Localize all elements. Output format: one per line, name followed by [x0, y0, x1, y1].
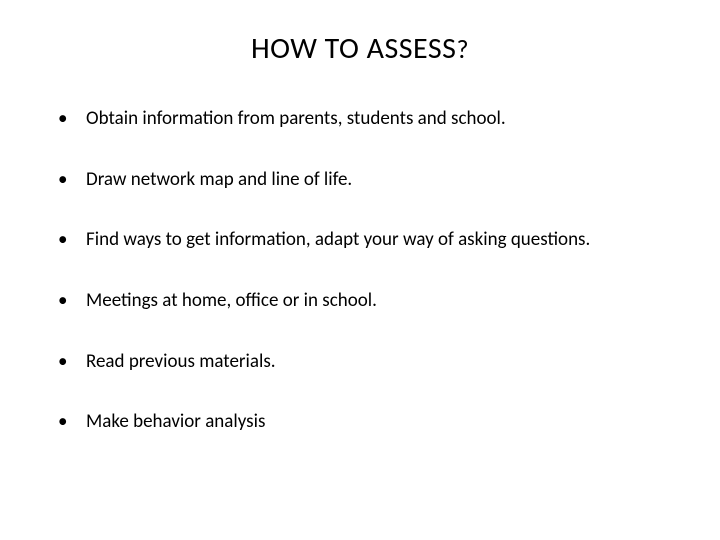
- list-item: Read previous materials.: [58, 350, 680, 375]
- bullet-list: Obtain information from parents, student…: [40, 107, 680, 435]
- slide-title: HOW TO ASSESS?: [40, 30, 680, 67]
- title-suffix: ?: [456, 33, 469, 65]
- bullet-text: Find ways to get information, adapt your…: [86, 228, 590, 251]
- list-item: Meetings at home, office or in school.: [58, 289, 680, 314]
- bullet-text: Make behavior analysis: [86, 410, 265, 433]
- list-item: Draw network map and line of life.: [58, 168, 680, 193]
- bullet-text: Draw network map and line of life.: [86, 168, 352, 191]
- title-main-text: HOW TO ASSESS: [251, 30, 456, 67]
- list-item: Make behavior analysis: [58, 410, 680, 435]
- bullet-text: Meetings at home, office or in school.: [86, 289, 377, 312]
- bullet-text: Read previous materials.: [86, 350, 276, 373]
- bullet-text: Obtain information from parents, student…: [86, 107, 506, 130]
- list-item: Obtain information from parents, student…: [58, 107, 680, 132]
- list-item: Find ways to get information, adapt your…: [58, 228, 680, 253]
